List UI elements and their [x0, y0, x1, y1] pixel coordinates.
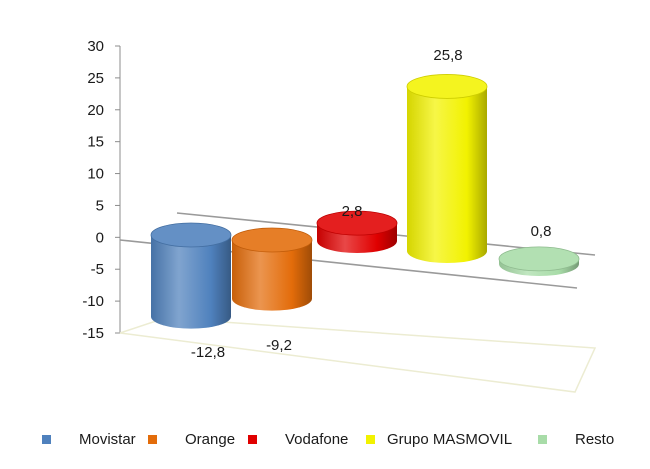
data-label-resto: 0,8 — [531, 223, 552, 240]
legend-swatch-vodafone — [248, 434, 257, 444]
y-tick-label: 5 — [96, 197, 104, 214]
data-label-vodafone: 2,8 — [342, 203, 363, 220]
bar-cap-orange — [231, 227, 313, 253]
y-tick-label: -5 — [91, 261, 104, 278]
y-tick-label: 10 — [87, 166, 104, 183]
data-label-grupo-masmovil: 25,8 — [433, 47, 462, 64]
data-label-movistar: -12,8 — [191, 344, 225, 361]
legend-item-movistar: Movistar — [42, 428, 136, 450]
legend-item-vodafone: Vodafone — [248, 428, 348, 450]
bar-orange — [232, 240, 312, 311]
legend-label-orange: Orange — [185, 430, 236, 448]
floor-plane — [119, 317, 597, 393]
bar-cap-resto — [498, 246, 580, 272]
legend-item-resto: Resto — [538, 428, 614, 450]
legend-label-grupo-masmovil: Grupo MASMOVIL — [387, 430, 513, 448]
legend-item-orange: Orange — [148, 428, 235, 450]
legend-label-resto: Resto — [575, 430, 615, 448]
chart-legend: Movistar Orange Vodafone Grupo MASMOVIL … — [0, 428, 650, 450]
bar-cap-vodafone — [316, 210, 398, 236]
y-tick-label: -10 — [82, 293, 104, 310]
y-tick-label: -15 — [82, 325, 104, 342]
bar-cap-movistar — [150, 222, 232, 248]
legend-label-movistar: Movistar — [79, 430, 136, 448]
y-tick-label: 15 — [87, 134, 104, 151]
y-tick-label: 25 — [87, 70, 104, 87]
y-tick-label: 20 — [87, 102, 104, 119]
y-tick-label: 0 — [96, 229, 104, 246]
legend-item-grupo-masmovil: Grupo MASMOVIL — [366, 428, 512, 450]
bar-grupo-masmovil — [407, 86, 487, 263]
data-label-orange: -9,2 — [266, 337, 292, 354]
legend-swatch-orange — [148, 434, 157, 444]
legend-label-vodafone: Vodafone — [285, 430, 349, 448]
bar-cap-grupo-masmovil — [406, 74, 488, 99]
legend-swatch-resto — [538, 434, 547, 444]
legend-swatch-movistar — [42, 434, 51, 444]
bar-movistar — [151, 235, 231, 329]
legend-swatch-grupo-masmovil — [366, 434, 375, 444]
y-tick-label: 30 — [87, 38, 104, 55]
